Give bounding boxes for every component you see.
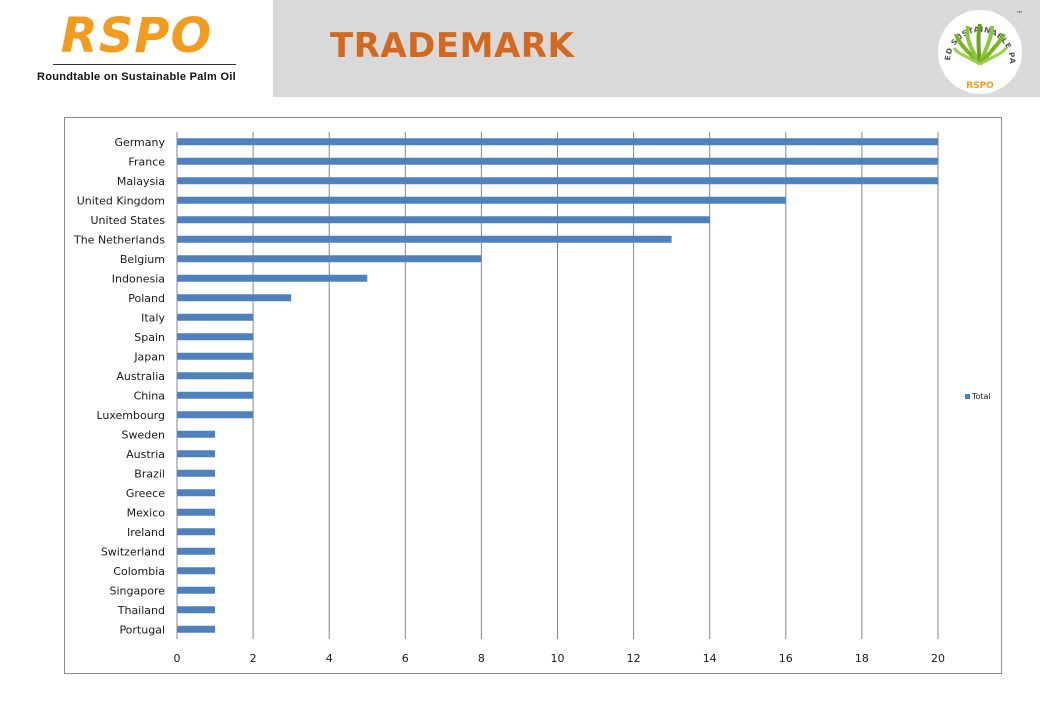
category-label-austria: Austria — [126, 448, 165, 461]
bar-belgium — [177, 255, 482, 263]
rspo-logo: RSPO — [60, 8, 213, 64]
category-label-portugal: Portugal — [119, 623, 165, 636]
logo-tagline: Roundtable on Sustainable Palm Oil — [36, 71, 237, 83]
category-label-italy: Italy — [141, 311, 165, 324]
category-label-luxembourg: Luxembourg — [96, 409, 165, 422]
bar-brazil — [177, 469, 216, 477]
category-label-united-states: United States — [91, 214, 166, 227]
bar-mexico — [177, 508, 216, 516]
palm-leaves-icon — [952, 23, 1008, 66]
bar-the-netherlands — [177, 235, 672, 243]
category-label-greece: Greece — [126, 487, 165, 500]
category-label-the-netherlands: The Netherlands — [73, 233, 165, 246]
x-tick-20: 20 — [931, 652, 945, 665]
x-tick-14: 14 — [703, 652, 717, 665]
x-tick-10: 10 — [551, 652, 565, 665]
x-tick-labels: 0 2 4 6 8 10 12 14 16 18 20 — [174, 652, 946, 665]
x-tick-12: 12 — [627, 652, 641, 665]
x-tick-4: 4 — [326, 652, 333, 665]
legend: Total — [965, 392, 991, 401]
category-label-poland: Poland — [128, 292, 165, 305]
bar-luxembourg — [177, 411, 254, 419]
category-label-china: China — [134, 389, 165, 402]
legend-swatch — [965, 394, 970, 399]
category-label-switzerland: Switzerland — [101, 545, 165, 558]
x-tick-2: 2 — [250, 652, 257, 665]
category-label-germany: Germany — [114, 136, 165, 149]
certified-palm-oil-badge-icon: CERTIFIED SUSTAINABLE PALM OIL RSPO ™ — [928, 4, 1023, 94]
bar-united-states — [177, 216, 710, 224]
bar-thailand — [177, 606, 216, 614]
category-label-sweden: Sweden — [122, 428, 165, 441]
logo-block: RSPO Roundtable on Sustainable Palm Oil — [0, 0, 273, 97]
bar-japan — [177, 352, 254, 360]
logo-divider — [53, 64, 236, 65]
bar-chart: Germany France Malaysia United Kingdom Unite… — [73, 132, 991, 665]
bar-ireland — [177, 528, 216, 536]
category-label-indonesia: Indonesia — [112, 272, 165, 285]
bar-australia — [177, 372, 254, 380]
bar-spain — [177, 333, 254, 341]
category-label-united-kingdom: United Kingdom — [77, 194, 165, 207]
bar-france — [177, 157, 938, 165]
category-label-spain: Spain — [134, 331, 165, 344]
bar-switzerland — [177, 547, 216, 555]
bar-germany — [177, 138, 938, 146]
category-labels: Germany France Malaysia United Kingdom Unite… — [73, 136, 166, 637]
category-label-singapore: Singapore — [110, 584, 166, 597]
x-tick-18: 18 — [855, 652, 869, 665]
x-tick-8: 8 — [478, 652, 485, 665]
grid-lines — [252, 132, 939, 639]
bar-italy — [177, 313, 254, 321]
category-label-mexico: Mexico — [127, 506, 166, 519]
badge-tm: ™ — [1016, 10, 1023, 18]
category-label-japan: Japan — [133, 350, 165, 363]
badge-brand: RSPO — [966, 81, 994, 91]
category-label-belgium: Belgium — [120, 253, 165, 266]
x-tick-16: 16 — [779, 652, 793, 665]
bar-portugal — [177, 625, 216, 633]
bar-poland — [177, 294, 292, 302]
bar-indonesia — [177, 274, 368, 282]
bar-united-kingdom — [177, 196, 786, 204]
bar-singapore — [177, 586, 216, 594]
x-tick-6: 6 — [402, 652, 409, 665]
category-label-malaysia: Malaysia — [117, 175, 165, 188]
slide-title: TRADEMARK — [330, 26, 575, 66]
category-label-colombia: Colombia — [113, 565, 165, 578]
bar-china — [177, 391, 254, 399]
bar-austria — [177, 450, 216, 458]
category-label-ireland: Ireland — [127, 526, 165, 539]
category-label-france: France — [128, 155, 165, 168]
category-label-thailand: Thailand — [117, 604, 165, 617]
x-tick-0: 0 — [174, 652, 181, 665]
chart-frame: Germany France Malaysia United Kingdom Unite… — [64, 117, 1002, 674]
bars — [177, 138, 938, 633]
category-label-australia: Australia — [116, 370, 165, 383]
bar-colombia — [177, 567, 216, 575]
category-label-brazil: Brazil — [134, 467, 165, 480]
bar-malaysia — [177, 177, 938, 185]
legend-label-total: Total — [971, 392, 991, 401]
bar-sweden — [177, 430, 216, 438]
bar-greece — [177, 489, 216, 497]
